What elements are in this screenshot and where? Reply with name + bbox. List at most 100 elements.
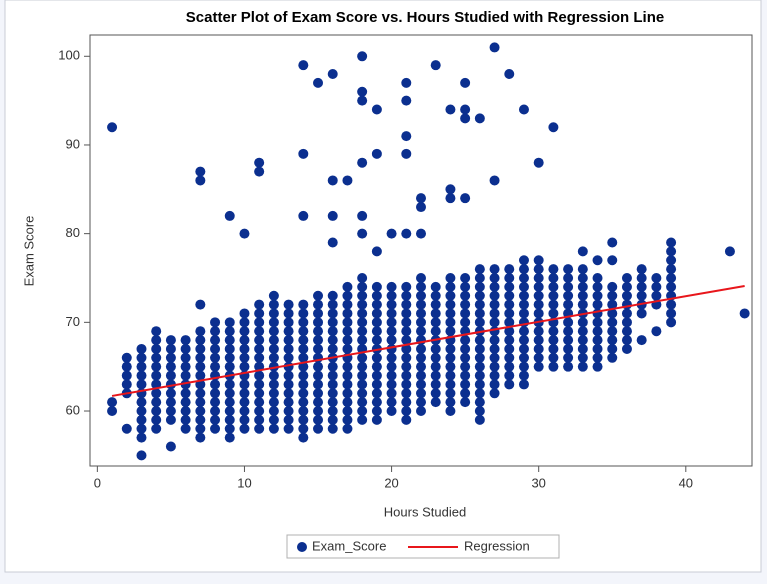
point bbox=[313, 290, 324, 301]
point bbox=[136, 406, 147, 417]
point bbox=[504, 299, 515, 310]
point bbox=[327, 299, 338, 310]
point bbox=[504, 352, 515, 363]
point bbox=[107, 397, 118, 408]
point bbox=[607, 281, 618, 292]
point bbox=[239, 308, 250, 319]
point bbox=[518, 299, 529, 310]
point bbox=[180, 406, 191, 417]
point bbox=[621, 335, 632, 346]
point bbox=[430, 317, 441, 328]
point bbox=[474, 113, 485, 124]
regression-line bbox=[111, 284, 745, 397]
x-tick-label: 40 bbox=[679, 475, 693, 490]
point bbox=[666, 237, 677, 248]
point bbox=[401, 95, 412, 106]
point bbox=[239, 361, 250, 372]
point bbox=[283, 317, 294, 328]
point bbox=[445, 317, 456, 328]
point bbox=[416, 397, 426, 408]
point bbox=[210, 361, 221, 372]
point bbox=[224, 414, 235, 425]
point bbox=[416, 352, 426, 363]
point bbox=[401, 281, 412, 292]
point bbox=[401, 352, 412, 363]
point bbox=[460, 281, 471, 292]
point bbox=[401, 228, 412, 239]
point bbox=[254, 299, 265, 310]
point bbox=[445, 343, 456, 354]
point bbox=[416, 379, 426, 390]
point bbox=[518, 281, 529, 292]
point bbox=[518, 379, 529, 390]
point bbox=[357, 406, 368, 417]
point bbox=[474, 335, 485, 346]
point bbox=[165, 361, 176, 372]
point bbox=[313, 379, 324, 390]
point bbox=[489, 361, 500, 372]
point bbox=[430, 388, 441, 399]
point bbox=[416, 228, 426, 239]
point bbox=[563, 317, 574, 328]
point bbox=[298, 60, 309, 71]
point bbox=[357, 397, 368, 408]
point bbox=[533, 361, 544, 372]
point bbox=[357, 388, 368, 399]
point bbox=[430, 370, 441, 381]
point bbox=[371, 290, 382, 301]
point bbox=[151, 388, 162, 399]
point bbox=[577, 326, 588, 337]
point bbox=[474, 272, 485, 283]
point bbox=[357, 414, 368, 425]
point bbox=[298, 379, 309, 390]
point bbox=[607, 299, 618, 310]
point bbox=[327, 370, 338, 381]
point bbox=[386, 228, 397, 239]
point bbox=[121, 352, 132, 363]
point bbox=[489, 42, 500, 53]
point bbox=[283, 414, 294, 425]
point bbox=[577, 290, 588, 301]
point bbox=[298, 335, 309, 346]
point bbox=[136, 432, 147, 443]
point bbox=[651, 326, 662, 337]
point bbox=[195, 361, 206, 372]
point bbox=[518, 290, 529, 301]
point bbox=[474, 317, 485, 328]
point bbox=[518, 326, 529, 337]
point bbox=[489, 317, 500, 328]
point bbox=[416, 326, 426, 337]
point bbox=[357, 228, 368, 239]
point bbox=[357, 210, 368, 221]
point bbox=[460, 361, 471, 372]
point bbox=[195, 352, 206, 363]
point bbox=[489, 175, 500, 186]
point bbox=[548, 335, 559, 346]
point bbox=[342, 361, 353, 372]
point bbox=[445, 281, 456, 292]
point bbox=[563, 299, 574, 310]
point bbox=[283, 308, 294, 319]
point bbox=[489, 281, 500, 292]
point bbox=[298, 210, 309, 221]
point bbox=[445, 184, 456, 195]
point bbox=[460, 397, 471, 408]
point bbox=[224, 388, 235, 399]
point bbox=[430, 343, 441, 354]
point bbox=[592, 317, 603, 328]
point bbox=[489, 308, 500, 319]
point bbox=[577, 335, 588, 346]
point bbox=[224, 406, 235, 417]
point bbox=[445, 290, 456, 301]
point bbox=[563, 264, 574, 275]
point bbox=[533, 264, 544, 275]
y-tick-label: 100 bbox=[58, 48, 80, 63]
point bbox=[445, 361, 456, 372]
point bbox=[724, 246, 735, 257]
point bbox=[401, 379, 412, 390]
point bbox=[533, 290, 544, 301]
point bbox=[224, 343, 235, 354]
point bbox=[563, 290, 574, 301]
point bbox=[239, 335, 250, 346]
point bbox=[386, 352, 397, 363]
